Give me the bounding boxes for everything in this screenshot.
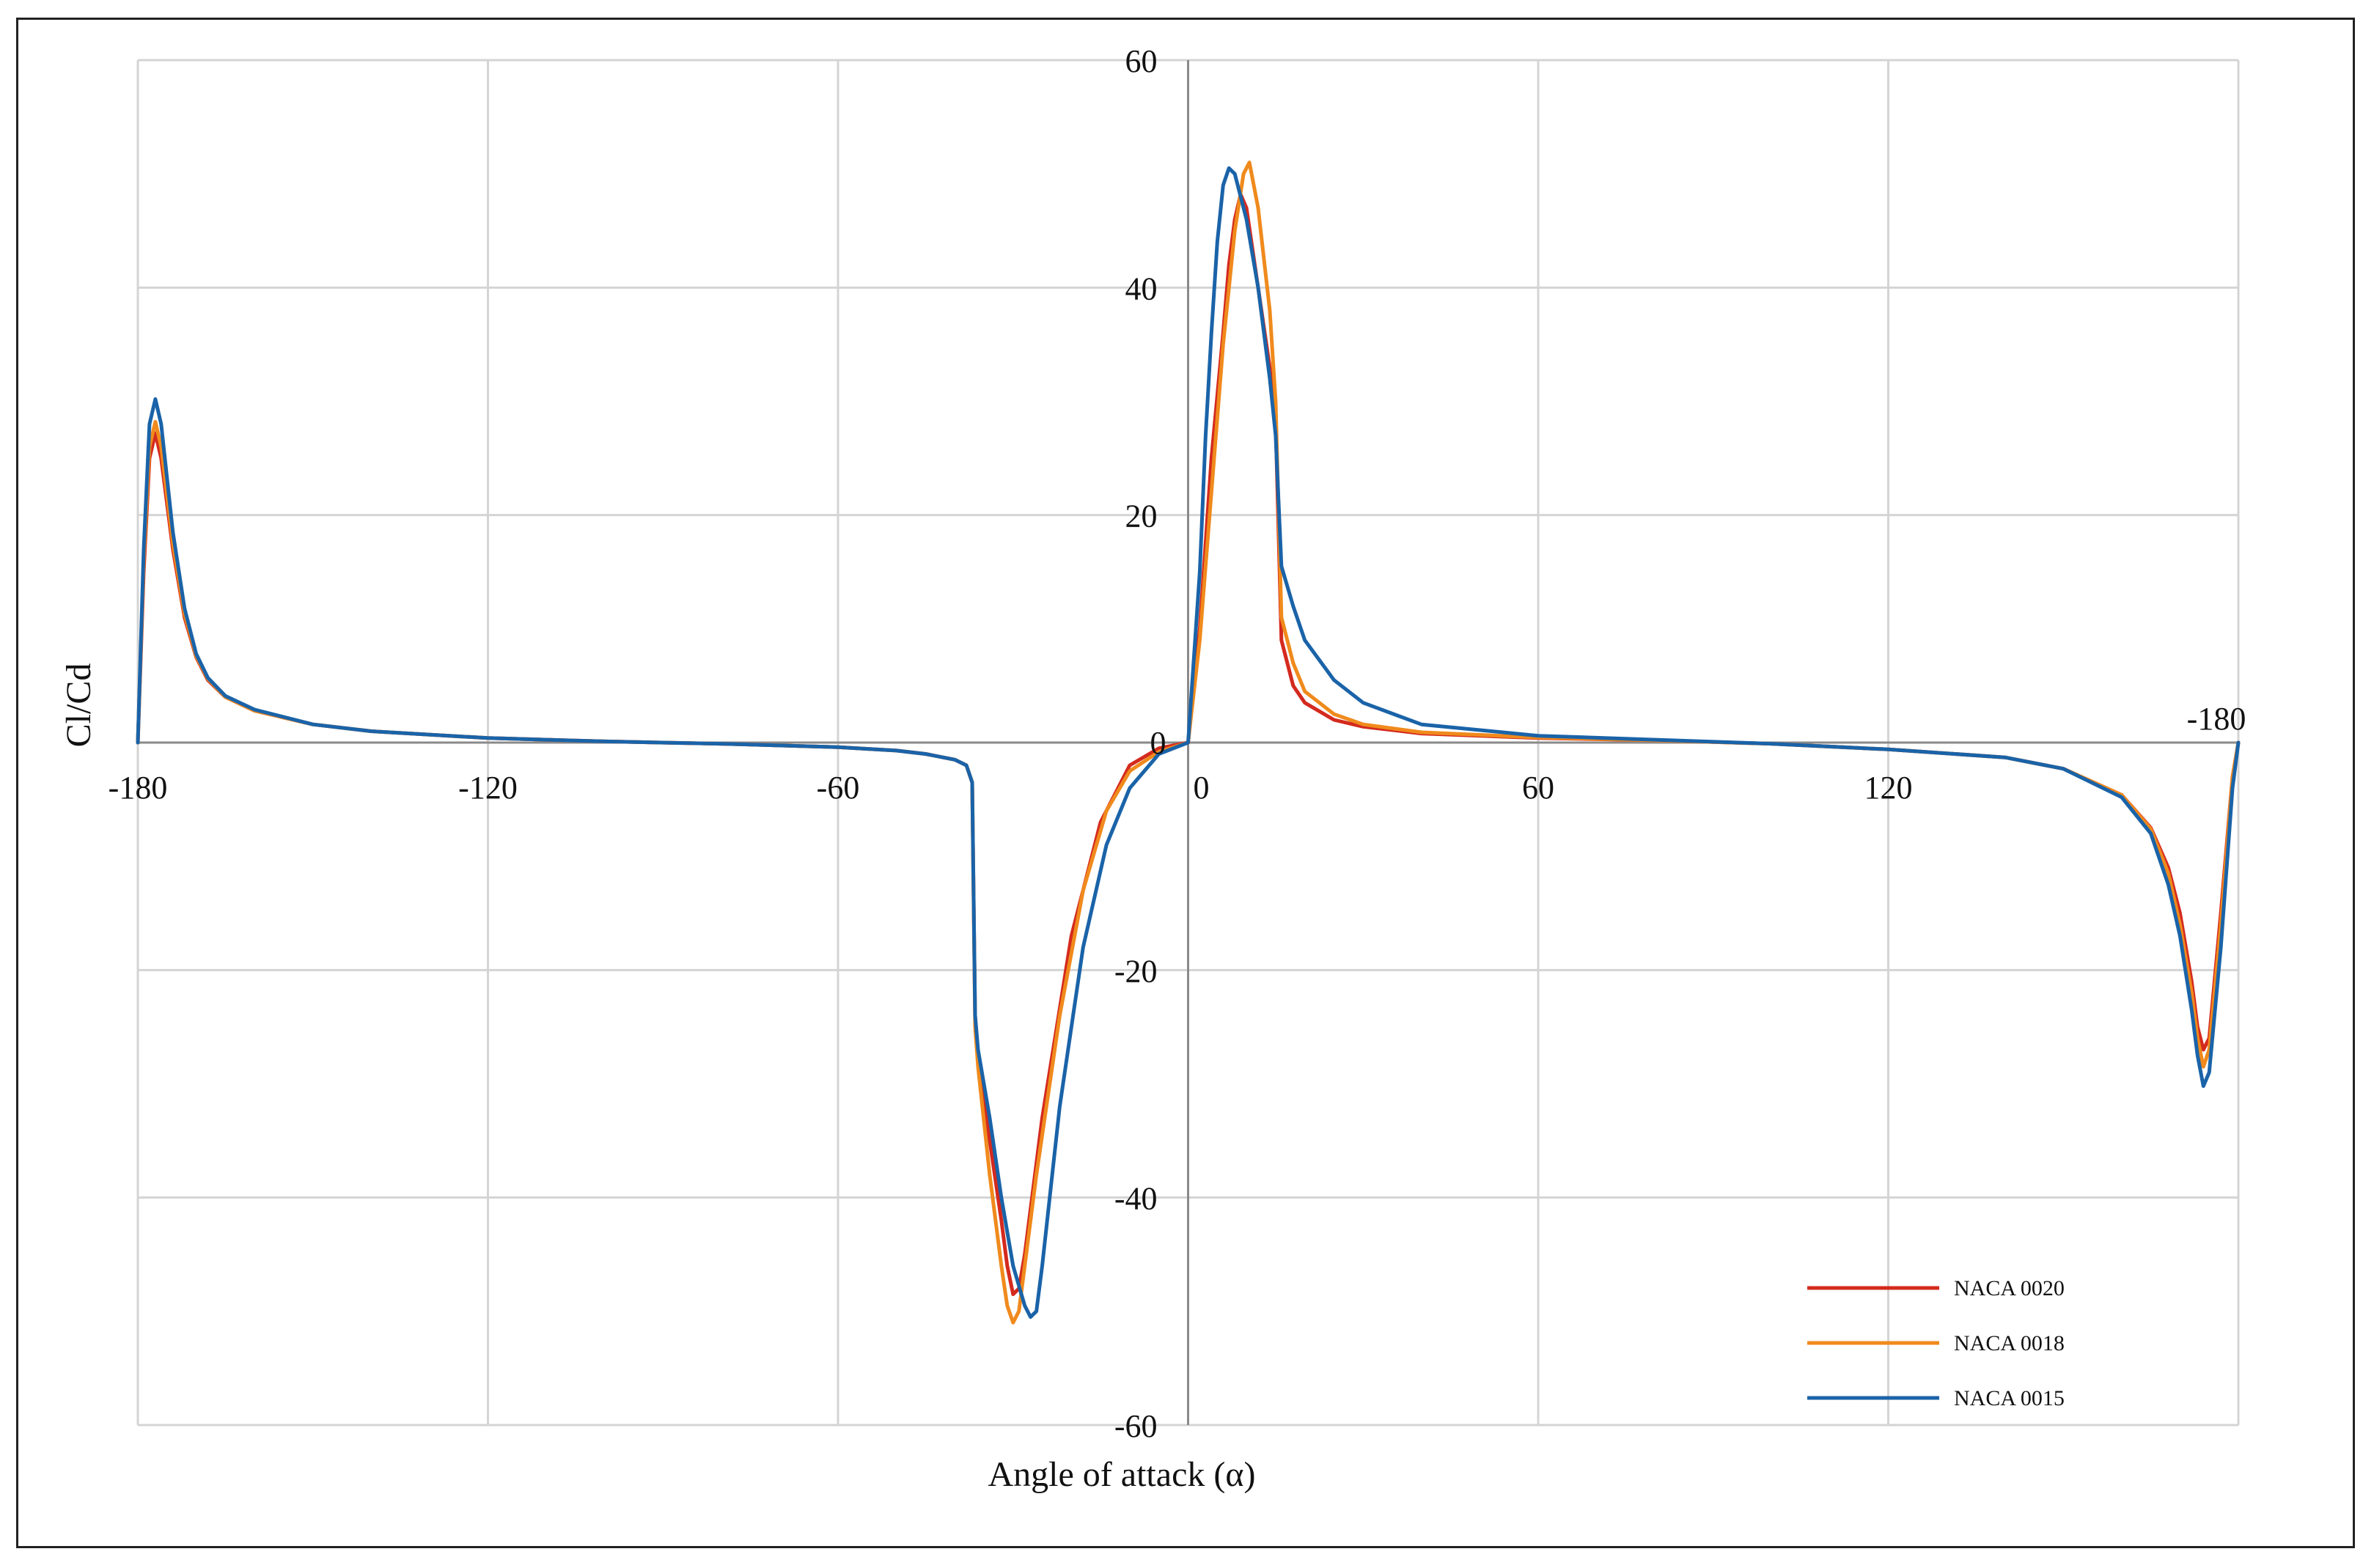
x-tick-label: -60 [817, 770, 860, 806]
x-axis-title: Angle of attack (α) [988, 1455, 1256, 1494]
x-tick-label: 60 [1522, 770, 1554, 806]
series-line-naca-0015 [136, 166, 2241, 1319]
y-tick-label: -60 [1114, 1408, 1158, 1444]
y-tick-label: 0 [1150, 725, 1166, 761]
legend: NACA 0020 NACA 0018 NACA 0015 [1807, 1276, 2065, 1410]
line-chart: -180 -120 -60 0 60 120 -180 60 40 20 0 -20 -40 -60 An… [59, 43, 2246, 1494]
legend-label: NACA 0018 [1954, 1331, 2065, 1355]
legend-label: NACA 0020 [1954, 1276, 2065, 1300]
x-tick-label: 120 [1864, 770, 1913, 806]
series-lines [136, 161, 2241, 1325]
y-tick-label: -40 [1114, 1181, 1158, 1217]
y-tick-label: -20 [1114, 953, 1158, 989]
y-axis-title: Cl/Cd [59, 663, 98, 748]
x-tick-label: -120 [458, 770, 518, 806]
y-tick-label: 20 [1125, 498, 1158, 534]
x-tick-label: -180 [109, 770, 168, 806]
legend-label: NACA 0015 [1954, 1386, 2065, 1410]
y-tick-label: 40 [1125, 270, 1158, 306]
y-tick-label: 60 [1125, 43, 1158, 79]
tick-labels: -180 -120 -60 0 60 120 -180 60 40 20 0 -20 -40 -60 [109, 43, 2246, 1444]
x-tick-label: 0 [1194, 770, 1210, 806]
figure-frame: -180 -120 -60 0 60 120 -180 60 40 20 0 -20 -40 -60 An… [16, 18, 2355, 1548]
x-tick-label-end: -180 [2187, 701, 2246, 737]
